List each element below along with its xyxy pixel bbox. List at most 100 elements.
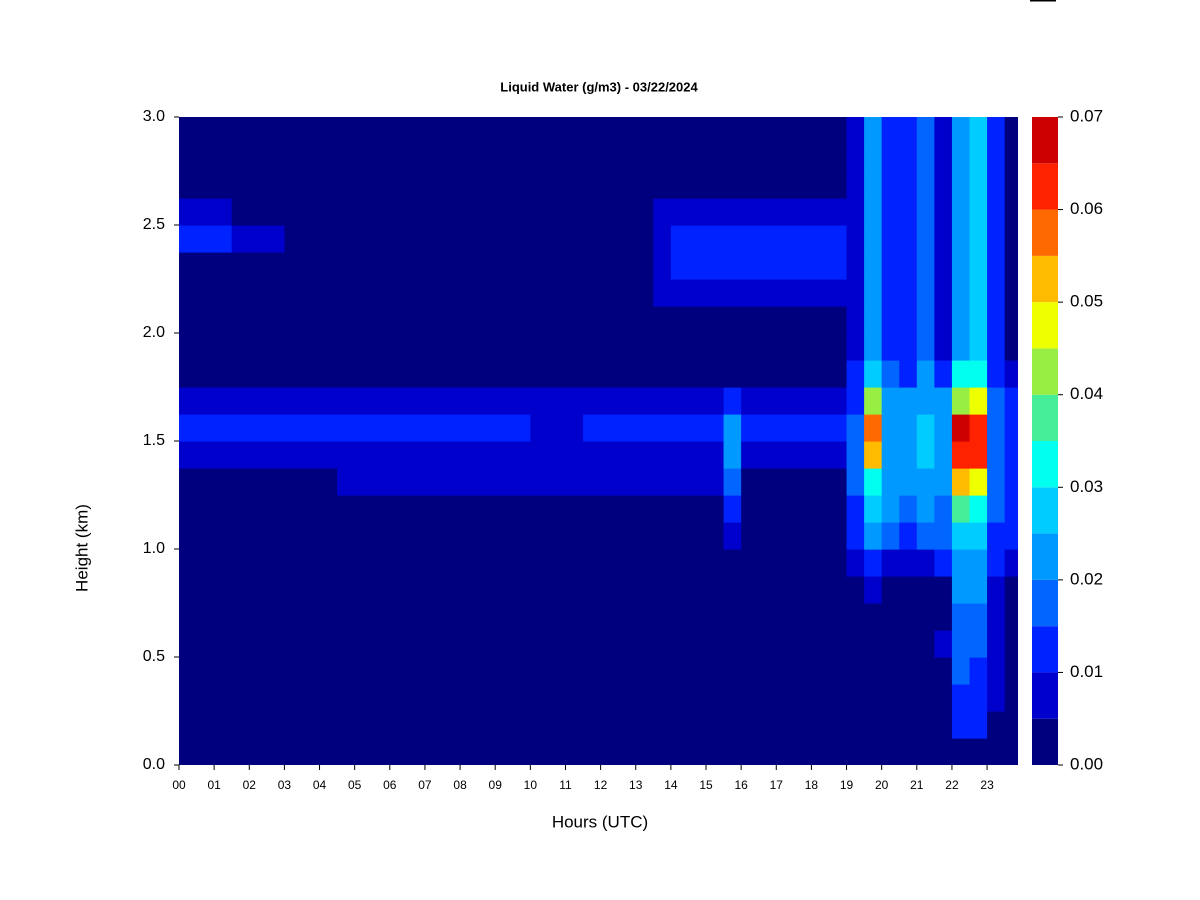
heatmap-cell [249, 684, 268, 712]
heatmap-cell [846, 387, 865, 415]
heatmap-cell [530, 225, 549, 253]
heatmap-cell [688, 738, 707, 765]
heatmap-cell [231, 495, 250, 523]
heatmap-cell [828, 441, 848, 469]
heatmap-cell [407, 360, 426, 388]
heatmap-cell [828, 333, 848, 361]
heatmap-cell [565, 711, 584, 739]
heatmap-cell [354, 306, 373, 334]
heatmap-cell [266, 306, 286, 334]
heatmap-cell [547, 360, 567, 388]
heatmap-cell [372, 225, 391, 253]
chart-title: Liquid Water (g/m3) - 03/22/2024 [500, 79, 698, 94]
y-tick-label: 0.5 [143, 648, 165, 665]
heatmap-cell [864, 468, 883, 496]
heatmap-cell [179, 684, 198, 712]
heatmap-cell [987, 576, 1006, 604]
heatmap-cell [864, 171, 883, 199]
heatmap-cell [916, 279, 935, 307]
heatmap-cell [1004, 333, 1018, 361]
heatmap-cell [460, 117, 479, 145]
heatmap-cell [424, 630, 444, 658]
heatmap-cell [600, 414, 619, 442]
heatmap-cell [987, 225, 1006, 253]
heatmap-cell [987, 198, 1006, 226]
heatmap-cell [635, 603, 654, 631]
heatmap-cell [828, 117, 848, 145]
heatmap-cell [776, 171, 795, 199]
heatmap [179, 117, 1018, 765]
heatmap-cell [495, 144, 514, 172]
heatmap-cell [565, 630, 584, 658]
heatmap-cell [776, 279, 795, 307]
heatmap-cell [583, 414, 602, 442]
heatmap-cell [354, 144, 373, 172]
heatmap-cell [934, 468, 953, 496]
heatmap-cell [846, 549, 865, 577]
heatmap-cell [670, 360, 690, 388]
heatmap-cell [934, 495, 953, 523]
heatmap-cell [776, 738, 795, 765]
heatmap-cell [635, 279, 654, 307]
heatmap-cell [231, 414, 250, 442]
heatmap-cell [670, 549, 690, 577]
heatmap-cell [934, 549, 953, 577]
heatmap-cell [688, 549, 707, 577]
heatmap-cell [495, 225, 514, 253]
heatmap-cell [301, 468, 321, 496]
heatmap-cell [864, 549, 883, 577]
heatmap-cell [881, 171, 900, 199]
heatmap-cell [987, 414, 1006, 442]
heatmap-cell [828, 549, 848, 577]
heatmap-cell [249, 603, 268, 631]
heatmap-cell [618, 441, 637, 469]
heatmap-cell [899, 549, 918, 577]
heatmap-cell [793, 441, 813, 469]
heatmap-cell [354, 171, 373, 199]
heatmap-cell [846, 684, 865, 712]
heatmap-cell [670, 630, 690, 658]
heatmap-cell [354, 684, 373, 712]
heatmap-cell [793, 738, 813, 765]
y-tick-label: 0.0 [143, 756, 165, 773]
heatmap-cell [547, 252, 567, 280]
heatmap-cell [600, 684, 619, 712]
heatmap-cell [916, 387, 935, 415]
heatmap-cell [179, 414, 198, 442]
heatmap-cell [460, 333, 479, 361]
heatmap-cell [354, 549, 373, 577]
heatmap-cell [828, 387, 848, 415]
heatmap-cell [618, 468, 637, 496]
heatmap-cell [214, 522, 233, 550]
heatmap-cell [179, 441, 198, 469]
heatmap-cell [319, 198, 338, 226]
heatmap-cell [899, 414, 918, 442]
heatmap-cell [934, 657, 953, 685]
heatmap-cell [670, 684, 690, 712]
heatmap-cell [196, 306, 215, 334]
heatmap-cell [354, 630, 373, 658]
heatmap-cell [266, 117, 286, 145]
heatmap-cell [776, 495, 795, 523]
heatmap-cell [969, 657, 988, 685]
heatmap-cell [741, 684, 760, 712]
heatmap-cell [372, 441, 391, 469]
heatmap-cell [881, 441, 900, 469]
heatmap-cell [530, 441, 549, 469]
heatmap-cell [179, 711, 198, 739]
heatmap-cell [881, 387, 900, 415]
heatmap-cell [179, 630, 198, 658]
heatmap-cell [776, 603, 795, 631]
heatmap-cell [846, 495, 865, 523]
heatmap-cell [899, 171, 918, 199]
heatmap-cell [319, 171, 338, 199]
y-tick-label: 3.0 [143, 108, 165, 125]
heatmap-cell [495, 414, 514, 442]
heatmap-cell [1004, 576, 1018, 604]
heatmap-cell [442, 495, 461, 523]
heatmap-cell [266, 657, 286, 685]
heatmap-cell [723, 711, 742, 739]
heatmap-cell [618, 252, 637, 280]
heatmap-cell [301, 441, 321, 469]
heatmap-cell [846, 576, 865, 604]
